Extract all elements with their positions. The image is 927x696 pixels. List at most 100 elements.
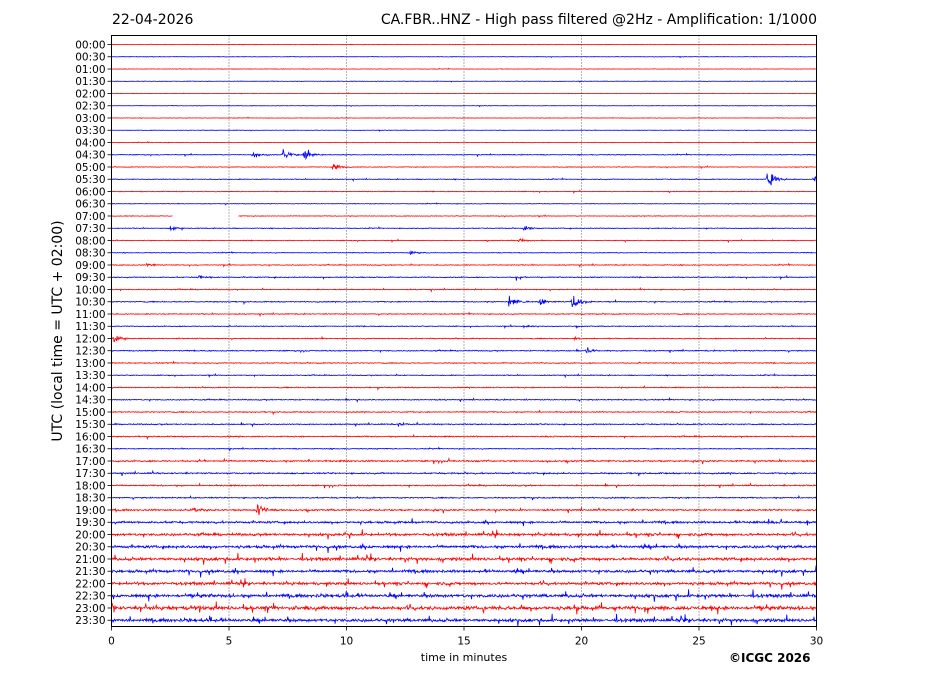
y-tick-label: 06:00 [75,186,105,198]
y-tick-label: 16:30 [75,444,105,456]
trace-1800 [111,482,817,489]
trace-1900 [111,503,817,516]
trace-1130 [111,323,817,330]
trace-0630 [111,202,817,206]
x-tick-label: 0 [108,636,115,648]
trace-0000 [111,43,817,46]
trace-1430 [111,396,817,403]
y-tick-label: 08:00 [75,235,105,247]
y-tick-label: 14:00 [75,382,105,394]
y-tick-label: 11:30 [75,321,105,333]
trace-1630 [111,446,817,452]
y-tick-label: 03:30 [75,125,105,137]
trace-1730 [111,469,817,477]
chart-title: CA.FBR..HNZ - High pass filtered @2Hz - … [380,12,817,28]
y-tick-label: 16:00 [75,431,105,443]
trace-2200 [111,578,817,590]
y-tick-label: 10:30 [75,297,105,309]
y-tick-label: 00:30 [75,52,105,64]
y-tick-label: 20:00 [75,529,105,541]
trace-2000 [111,529,817,540]
plot-frame [111,35,817,627]
y-tick-label: 17:00 [75,456,105,468]
y-tick-label: 12:30 [75,346,105,358]
trace-1530 [111,421,817,428]
x-ticks: 0 5 10 15 20 25 30 [108,626,823,648]
x-tick-label: 15 [457,636,470,648]
trace-0300 [111,116,817,119]
y-tick-label: 19:00 [75,505,105,517]
trace-1300 [111,360,817,365]
y-tick-label: 02:30 [75,101,105,113]
x-tick-label: 10 [340,636,353,648]
x-tick-label: 20 [575,636,588,648]
trace-0030 [111,55,817,59]
y-tick-label: 23:30 [75,615,105,627]
trace-2230 [111,589,817,602]
y-tick-label: 07:30 [75,223,105,235]
trace-0800 [111,237,817,244]
y-tick-label: 23:00 [75,603,105,615]
y-tick-label: 22:30 [75,591,105,603]
trace-0330 [111,129,817,132]
y-tick-label: 22:00 [75,578,105,590]
trace-0430 [111,149,817,161]
trace-1200 [111,335,817,343]
y-ticks: 00:0000:3001:0001:3002:0002:3003:0003:30… [75,39,112,627]
y-tick-label: 20:30 [75,542,105,554]
x-tick-label: 30 [810,636,823,648]
y-tick-label: 00:00 [75,39,105,51]
trace-0130 [111,80,817,83]
trace-0930 [111,274,817,281]
trace-2030 [111,543,817,554]
y-tick-label: 09:00 [75,260,105,272]
trace-2100 [111,552,817,565]
trace-0600 [111,189,817,194]
trace-0700 [111,214,817,219]
chart-date: 22-04-2026 [112,12,194,28]
y-tick-label: 05:30 [75,174,105,186]
trace-0830 [111,250,817,256]
trace-0230 [111,104,817,108]
y-tick-label: 09:30 [75,272,105,284]
trace-1000 [111,286,817,293]
x-axis-label: time in minutes [420,651,508,664]
trace-2130 [111,565,817,578]
x-tick-label: 25 [692,636,705,648]
y-tick-label: 01:00 [75,64,105,76]
trace-1600 [111,433,817,441]
trace-0730 [111,225,817,232]
y-tick-label: 02:00 [75,88,105,100]
y-tick-label: 21:00 [75,554,105,566]
y-tick-label: 01:30 [75,76,105,88]
y-tick-label: 15:30 [75,419,105,431]
y-tick-label: 14:30 [75,395,105,407]
trace-1500 [111,409,817,416]
y-tick-label: 18:30 [75,493,105,505]
trace-0530 [111,173,817,186]
y-tick-label: 06:30 [75,199,105,211]
y-tick-label: 13:00 [75,358,105,370]
grid-lines [228,35,700,627]
x-tick-label: 5 [226,636,233,648]
y-tick-label: 04:30 [75,150,105,162]
trace-0900 [111,262,817,268]
y-tick-label: 07:00 [75,211,105,223]
y-tick-label: 18:00 [75,480,105,492]
trace-1700 [111,457,817,465]
trace-2300 [111,601,817,615]
y-tick-label: 04:00 [75,137,105,149]
y-tick-label: 08:30 [75,248,105,260]
y-tick-label: 13:30 [75,370,105,382]
copyright-notice: ©ICGC 2026 [729,651,811,665]
y-tick-label: 12:00 [75,333,105,345]
trace-1100 [111,311,817,318]
y-tick-label: 21:30 [75,566,105,578]
y-tick-label: 17:30 [75,468,105,480]
y-tick-label: 10:00 [75,284,105,296]
y-tick-label: 11:00 [75,309,105,321]
trace-0200 [111,92,817,95]
trace-1030 [111,295,817,308]
seismic-traces [111,43,817,627]
